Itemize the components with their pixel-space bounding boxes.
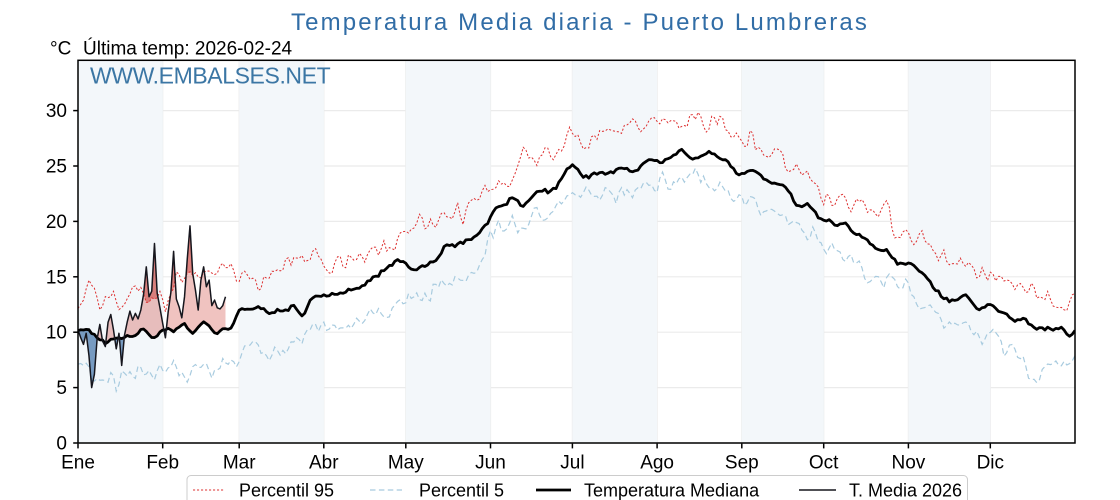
- svg-text:°C: °C: [50, 39, 71, 60]
- svg-text:Mar: Mar: [223, 453, 256, 474]
- svg-text:Última temp: 2026-02-24: Última temp: 2026-02-24: [83, 38, 293, 60]
- svg-text:Oct: Oct: [809, 453, 839, 474]
- svg-text:Sep: Sep: [725, 453, 759, 474]
- svg-text:May: May: [388, 453, 424, 474]
- svg-text:10: 10: [46, 323, 67, 344]
- svg-text:30: 30: [46, 101, 67, 122]
- svg-text:Feb: Feb: [146, 453, 179, 474]
- svg-text:T. Media 2026: T. Media 2026: [849, 481, 962, 500]
- svg-text:Nov: Nov: [892, 453, 926, 474]
- svg-text:Ago: Ago: [640, 453, 674, 474]
- svg-text:Ene: Ene: [61, 453, 95, 474]
- svg-text:0: 0: [56, 434, 67, 455]
- svg-text:WWW.EMBALSES.NET: WWW.EMBALSES.NET: [90, 63, 331, 89]
- svg-text:Temperatura Media diaria - Pue: Temperatura Media diaria - Puerto Lumbre…: [291, 9, 869, 36]
- svg-text:Jun: Jun: [475, 453, 506, 474]
- svg-text:20: 20: [46, 212, 67, 233]
- svg-text:Dic: Dic: [977, 453, 1004, 474]
- svg-text:Percentil 95: Percentil 95: [239, 481, 334, 500]
- svg-text:Abr: Abr: [309, 453, 339, 474]
- svg-text:15: 15: [46, 267, 67, 288]
- svg-text:25: 25: [46, 157, 67, 178]
- svg-text:Temperatura Mediana: Temperatura Mediana: [584, 481, 760, 500]
- svg-text:Jul: Jul: [560, 453, 584, 474]
- svg-text:5: 5: [56, 378, 67, 399]
- svg-text:Percentil 5: Percentil 5: [419, 481, 504, 500]
